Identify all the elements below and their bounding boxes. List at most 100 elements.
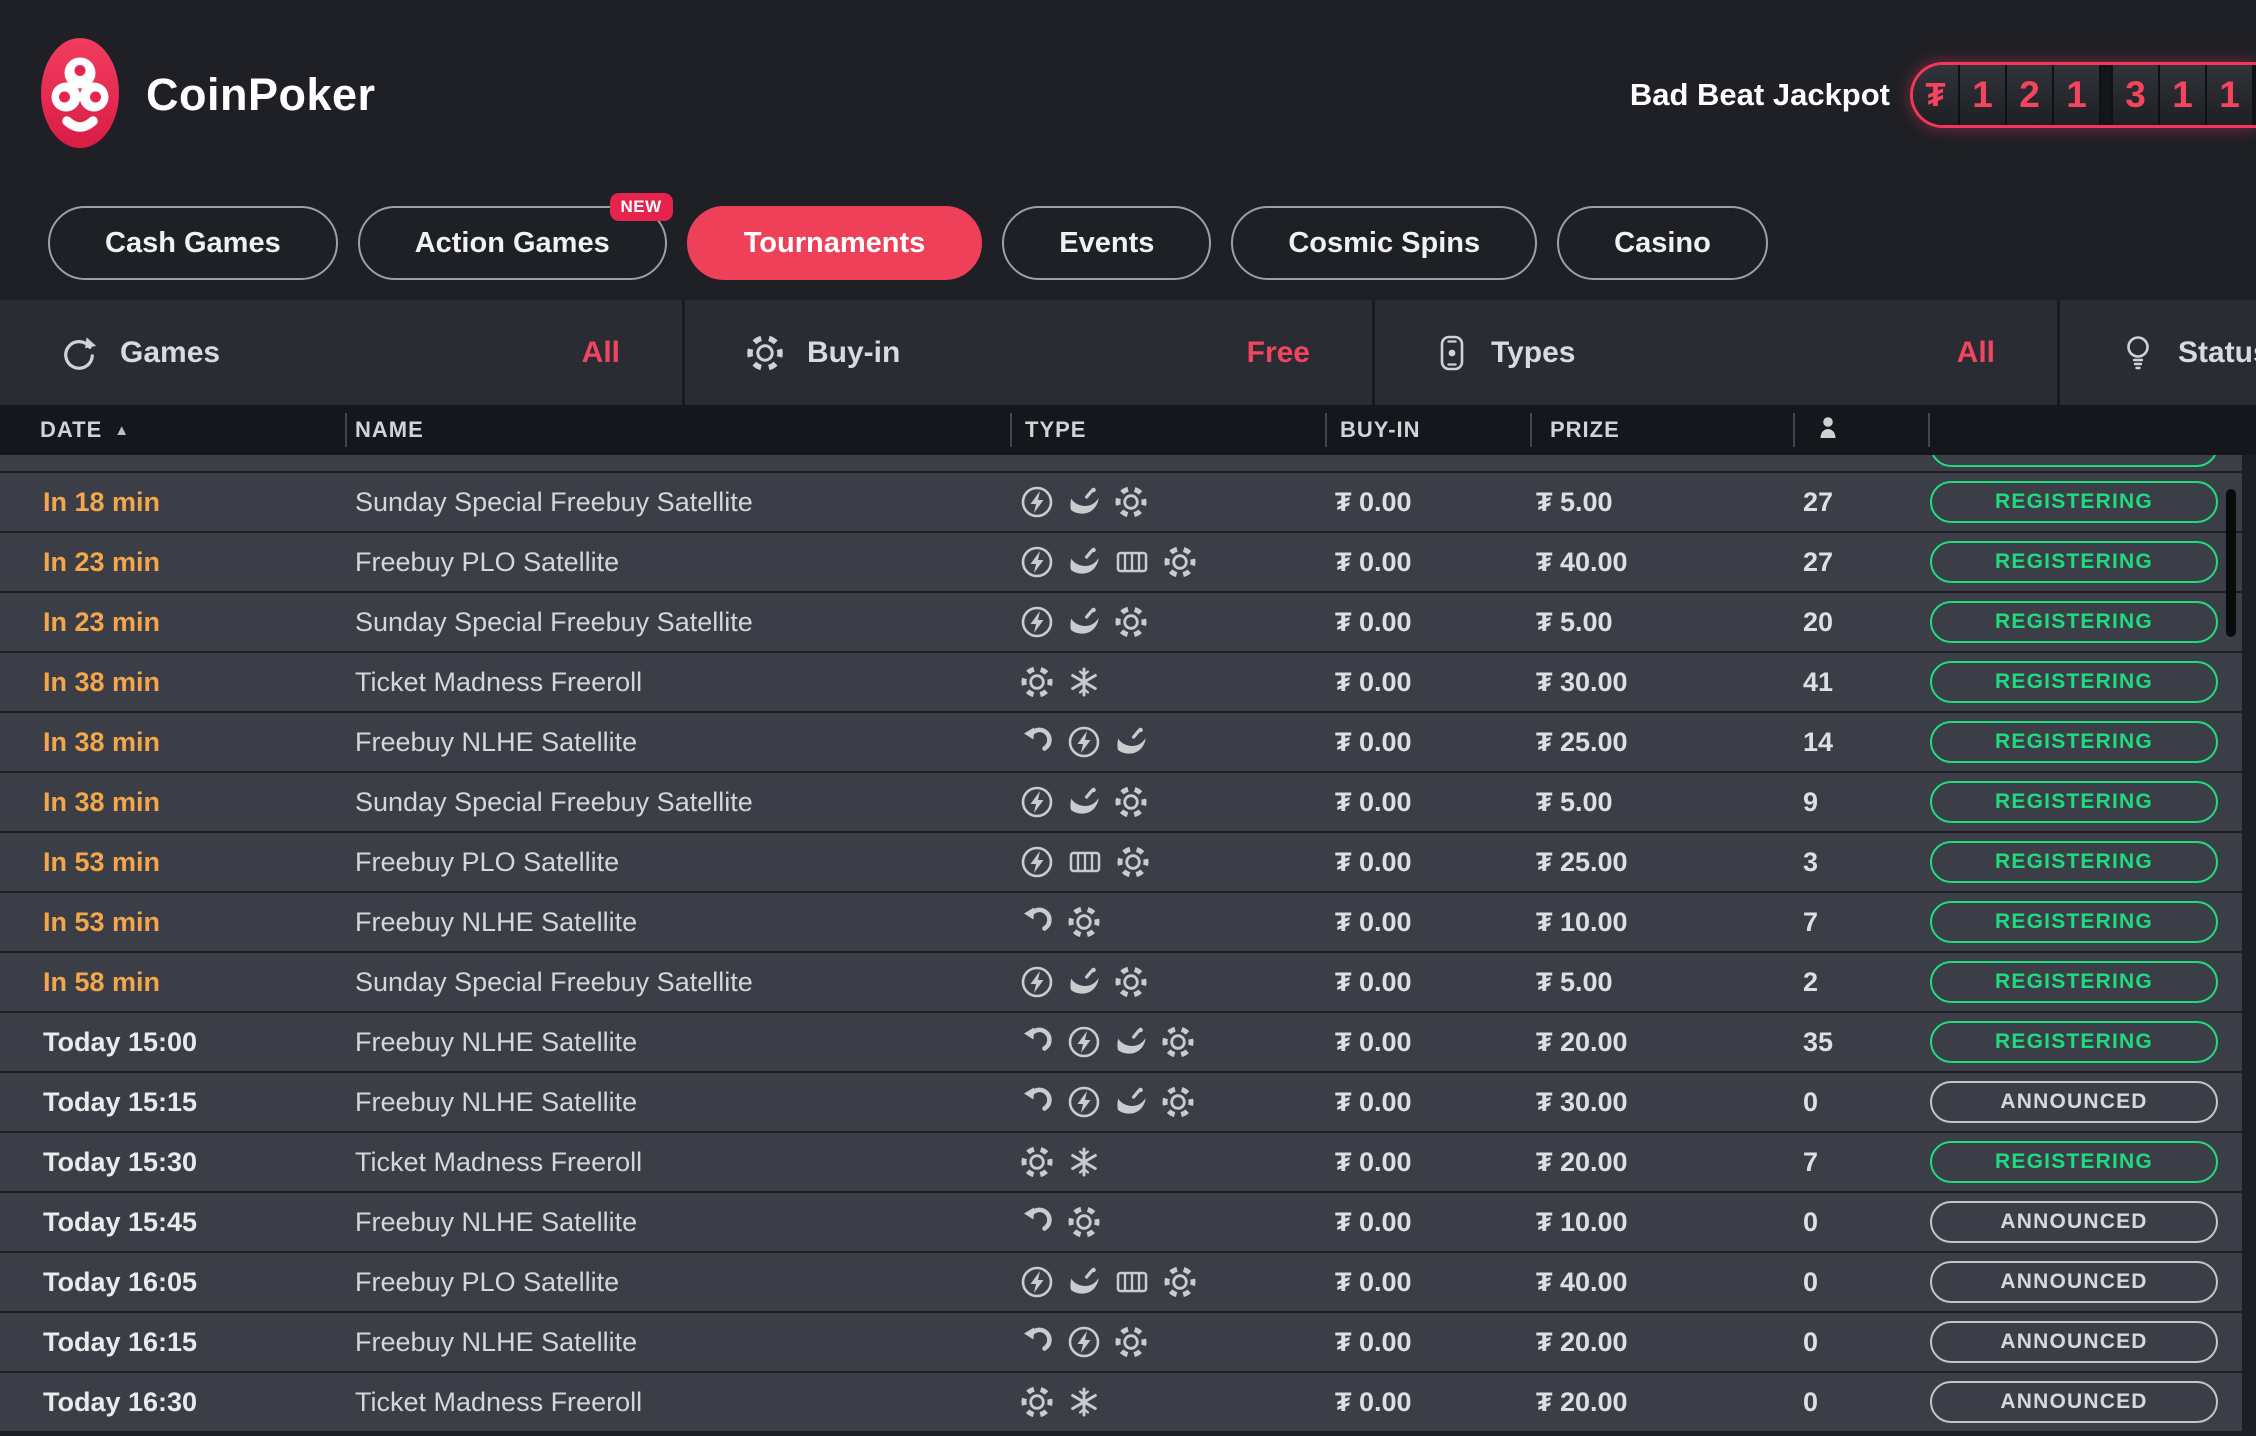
tab-casino[interactable]: Casino	[1557, 206, 1768, 280]
turbo-icon	[1020, 485, 1054, 519]
row-type-icons	[1010, 1325, 1325, 1359]
row-status: REGISTERING	[1928, 1141, 2242, 1183]
row-buyin: ₮ 0.00	[1335, 666, 1412, 697]
row-players-count: 9	[1803, 786, 1819, 817]
table-row[interactable]: Today 16:30 Ticket Madness Freeroll ₮ 0.…	[0, 1373, 2242, 1431]
tab-cash-games[interactable]: Cash Games	[48, 206, 338, 280]
column-header-prize[interactable]: PRIZE	[1530, 405, 1793, 455]
filter-label: Types	[1491, 335, 1576, 369]
table-row[interactable]: In 53 min Freebuy NLHE Satellite ₮ 0.00 …	[0, 893, 2242, 951]
table-row[interactable]: In 38 min Sunday Special Freebuy Satelli…	[0, 773, 2242, 831]
tab-events[interactable]: Events	[1002, 206, 1212, 280]
reentry-icon	[1020, 1205, 1054, 1239]
table-row[interactable]: In 23 min Sunday Special Freebuy Satelli…	[0, 593, 2242, 651]
column-header-type[interactable]: TYPE	[1010, 405, 1325, 455]
filter-label: Games	[120, 335, 221, 369]
status-button[interactable]: REGISTERING	[1930, 1021, 2218, 1063]
ticket-chip-icon	[1161, 1085, 1195, 1119]
jackpot-symbol: ₮	[1913, 65, 1960, 125]
table-row[interactable]: In 53 min Freebuy PLO Satellite ₮ 0.00 ₮…	[0, 833, 2242, 891]
status-button[interactable]: REGISTERING	[1930, 1141, 2218, 1183]
topbar: CoinPoker Bad Beat Jackpot ₮ 1 2 1 3 1 1	[0, 0, 2256, 190]
status-button[interactable]: ANNOUNCED	[1930, 1081, 2218, 1123]
rows-host: In 18 min Sunday Special Freebuy Satelli…	[0, 473, 2256, 1431]
rocket-icon	[1114, 1025, 1148, 1059]
rocket-icon	[1067, 965, 1101, 999]
jackpot-ticker[interactable]: ₮ 1 2 1 3 1 1	[1910, 62, 2256, 128]
status-button[interactable]: REGISTERING	[1930, 661, 2218, 703]
tab-cosmic-spins[interactable]: Cosmic Spins	[1231, 206, 1538, 280]
table-row[interactable]: Today 16:05 Freebuy PLO Satellite ₮ 0.00…	[0, 1253, 2242, 1311]
row-status: ANNOUNCED	[1928, 1201, 2242, 1243]
ticket-chip-icon	[1020, 665, 1054, 699]
row-players-count: 0	[1803, 1386, 1819, 1417]
status-button[interactable]: REGISTERING	[1930, 721, 2218, 763]
cards-icon	[1114, 545, 1150, 579]
status-button[interactable]: ANNOUNCED	[1930, 1321, 2218, 1363]
column-header-name[interactable]: NAME	[345, 405, 1010, 455]
coinpoker-logo-icon	[40, 37, 120, 154]
tab-label: Action Games	[414, 226, 610, 259]
jackpot-digit: 1	[2054, 65, 2101, 125]
status-button[interactable]: REGISTERING	[1930, 781, 2218, 823]
column-header-buyin[interactable]: BUY-IN	[1325, 405, 1530, 455]
cards-icon	[1067, 845, 1103, 879]
row-buyin: ₮ 0.00	[1335, 1386, 1412, 1417]
table-row[interactable]: Today 16:15 Freebuy NLHE Satellite ₮ 0.0…	[0, 1313, 2242, 1371]
status-button[interactable]: REGISTERING	[1930, 961, 2218, 1003]
table-row[interactable]: In 38 min Ticket Madness Freeroll ₮ 0.00…	[0, 653, 2242, 711]
rocket-icon	[1067, 485, 1101, 519]
filter-games[interactable]: Games All	[0, 300, 682, 405]
jackpot-separator	[2101, 65, 2113, 125]
row-status: ANNOUNCED	[1928, 1081, 2242, 1123]
partial-registering-button	[1930, 455, 2218, 467]
status-button[interactable]: ANNOUNCED	[1930, 1381, 2218, 1423]
sort-asc-icon[interactable]: ▲	[114, 421, 131, 439]
status-button[interactable]: REGISTERING	[1930, 541, 2218, 583]
table-row[interactable]: Today 15:00 Freebuy NLHE Satellite ₮ 0.0…	[0, 1013, 2242, 1071]
status-button[interactable]: REGISTERING	[1930, 901, 2218, 943]
status-button[interactable]: ANNOUNCED	[1930, 1201, 2218, 1243]
column-divider	[1530, 413, 1532, 447]
row-start-time: In 18 min	[43, 486, 161, 517]
table-row[interactable]: In 38 min Freebuy NLHE Satellite ₮ 0.00 …	[0, 713, 2242, 771]
filter-types[interactable]: Types All	[1372, 300, 2057, 405]
row-status: REGISTERING	[1928, 901, 2242, 943]
table-row[interactable]: In 58 min Sunday Special Freebuy Satelli…	[0, 953, 2242, 1011]
new-badge: NEW	[609, 193, 673, 221]
turbo-icon	[1020, 605, 1054, 639]
table-header: DATE ▲ NAME TYPE BUY-IN PRIZE	[0, 405, 2256, 455]
scrollbar-thumb[interactable]	[2226, 489, 2236, 637]
table-row[interactable]: In 23 min Freebuy PLO Satellite ₮ 0.00 ₮…	[0, 533, 2242, 591]
turbo-icon	[1067, 1025, 1101, 1059]
filter-buy-in[interactable]: Buy-in Free	[682, 300, 1372, 405]
filter-status[interactable]: Status	[2057, 300, 2256, 405]
row-players-count: 0	[1803, 1326, 1819, 1357]
rocket-icon	[1067, 545, 1101, 579]
status-button[interactable]: ANNOUNCED	[1930, 1261, 2218, 1303]
row-start-time: In 23 min	[43, 606, 161, 637]
table-row[interactable]: Today 15:15 Freebuy NLHE Satellite ₮ 0.0…	[0, 1073, 2242, 1131]
turbo-icon	[1067, 1085, 1101, 1119]
status-button[interactable]: REGISTERING	[1930, 841, 2218, 883]
row-buyin: ₮ 0.00	[1335, 906, 1412, 937]
row-prize: ₮ 40.00	[1536, 546, 1628, 577]
table-row[interactable]: In 18 min Sunday Special Freebuy Satelli…	[0, 473, 2242, 531]
row-type-icons	[1010, 545, 1325, 579]
row-prize: ₮ 20.00	[1536, 1326, 1628, 1357]
status-button[interactable]: REGISTERING	[1930, 481, 2218, 523]
column-header-date[interactable]: DATE ▲	[0, 405, 345, 455]
table-row[interactable]: Today 15:30 Ticket Madness Freeroll ₮ 0.…	[0, 1133, 2242, 1191]
tab-tournaments[interactable]: Tournaments	[686, 206, 983, 280]
partial-row[interactable]	[0, 455, 2242, 471]
status-button[interactable]: REGISTERING	[1930, 601, 2218, 643]
row-type-icons	[1010, 905, 1325, 939]
column-header-players[interactable]	[1793, 405, 1928, 455]
row-type-icons	[1010, 785, 1325, 819]
table-row[interactable]: Today 15:45 Freebuy NLHE Satellite ₮ 0.0…	[0, 1193, 2242, 1251]
reentry-icon	[1020, 905, 1054, 939]
row-start-time: In 53 min	[43, 846, 161, 877]
row-prize: ₮ 10.00	[1536, 1206, 1628, 1237]
row-players-count: 7	[1803, 1146, 1819, 1177]
tab-action-games[interactable]: Action Games NEW	[357, 193, 673, 280]
